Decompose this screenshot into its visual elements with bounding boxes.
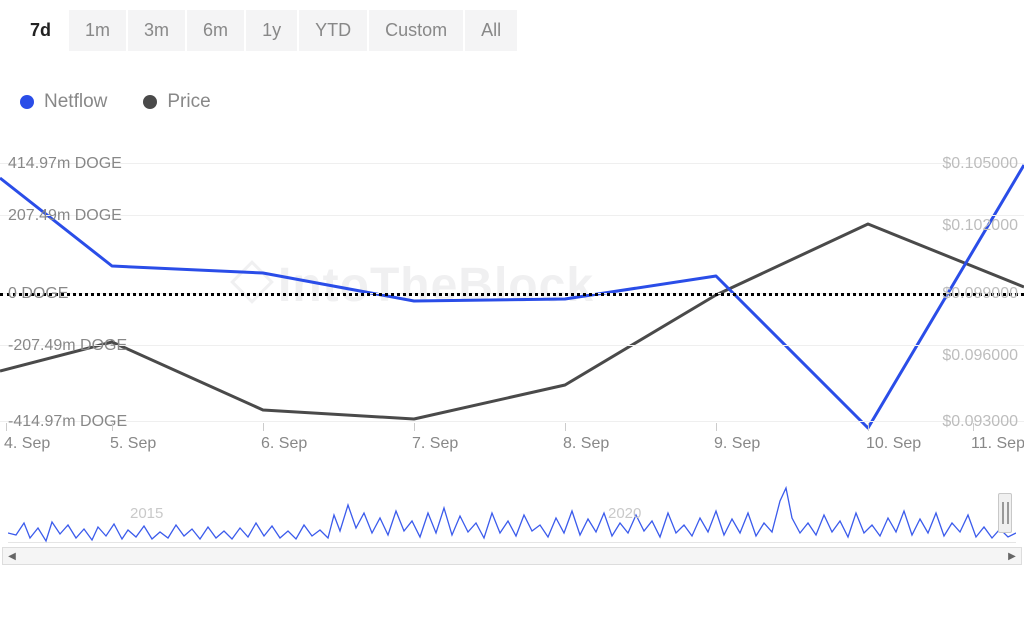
y-right-label: $0.105000 xyxy=(942,155,1018,173)
y-axis-right: $0.105000$0.102000$0.099000$0.096000$0.0… xyxy=(919,163,1024,423)
scroll-left-button[interactable]: ◀ xyxy=(3,548,21,564)
y-left-label: 414.97m DOGE xyxy=(8,155,122,173)
legend-dot-icon xyxy=(143,95,157,109)
x-tick xyxy=(263,423,264,431)
tab-custom[interactable]: Custom xyxy=(369,10,463,51)
navigator[interactable]: 2015 2020 ◀ ▶ xyxy=(0,483,1024,565)
x-label: 9. Sep xyxy=(714,435,760,453)
navigator-chart[interactable]: 2015 2020 xyxy=(8,483,1016,543)
time-range-tabs: 7d1m3m6m1yYTDCustomAll xyxy=(0,10,1024,51)
tab-6m[interactable]: 6m xyxy=(187,10,244,51)
tab-1m[interactable]: 1m xyxy=(69,10,126,51)
x-label: 11. Sep xyxy=(971,435,1024,453)
legend-item-price[interactable]: Price xyxy=(143,91,210,113)
navigator-handle[interactable] xyxy=(998,493,1012,533)
y-left-label: -207.49m DOGE xyxy=(8,337,127,355)
x-tick xyxy=(868,423,869,431)
y-right-label: $0.096000 xyxy=(942,347,1018,365)
tab-3m[interactable]: 3m xyxy=(128,10,185,51)
x-label: 4. Sep xyxy=(4,435,50,453)
tab-1y[interactable]: 1y xyxy=(246,10,297,51)
y-right-label: $0.102000 xyxy=(942,217,1018,235)
navigator-scrollbar[interactable]: ◀ ▶ xyxy=(2,547,1022,565)
x-tick xyxy=(414,423,415,431)
legend-dot-icon xyxy=(20,95,34,109)
x-label: 5. Sep xyxy=(110,435,156,453)
x-axis: 4. Sep 5. Sep 6. Sep 7. Sep 8. Sep 9. Sep 10. … xyxy=(0,423,1024,473)
tab-all[interactable]: All xyxy=(465,10,517,51)
y-left-label: 207.49m DOGE xyxy=(8,207,122,225)
tab-ytd[interactable]: YTD xyxy=(299,10,367,51)
legend-item-netflow[interactable]: Netflow xyxy=(20,91,107,113)
y-right-label: $0.099000 xyxy=(942,285,1018,303)
y-axis-left: 414.97m DOGE207.49m DOGE0 DOGE-207.49m D… xyxy=(0,163,165,423)
x-label: 8. Sep xyxy=(563,435,609,453)
navigator-year-label: 2015 xyxy=(130,505,163,522)
legend-label: Netflow xyxy=(44,91,107,113)
x-label: 7. Sep xyxy=(412,435,458,453)
x-label: 6. Sep xyxy=(261,435,307,453)
x-tick xyxy=(565,423,566,431)
tab-7d[interactable]: 7d xyxy=(14,10,67,51)
x-tick xyxy=(112,423,113,431)
scroll-right-button[interactable]: ▶ xyxy=(1003,548,1021,564)
x-label: 10. Sep xyxy=(866,435,921,453)
y-left-label: 0 DOGE xyxy=(8,285,68,303)
x-tick xyxy=(973,423,974,431)
main-chart: IntoTheBlock 414.97m DOGE207.49m DOGE0 D… xyxy=(0,163,1024,473)
x-tick xyxy=(6,423,7,431)
legend: Netflow Price xyxy=(0,91,1024,113)
x-tick xyxy=(716,423,717,431)
legend-label: Price xyxy=(167,91,210,113)
navigator-year-label: 2020 xyxy=(608,505,641,522)
